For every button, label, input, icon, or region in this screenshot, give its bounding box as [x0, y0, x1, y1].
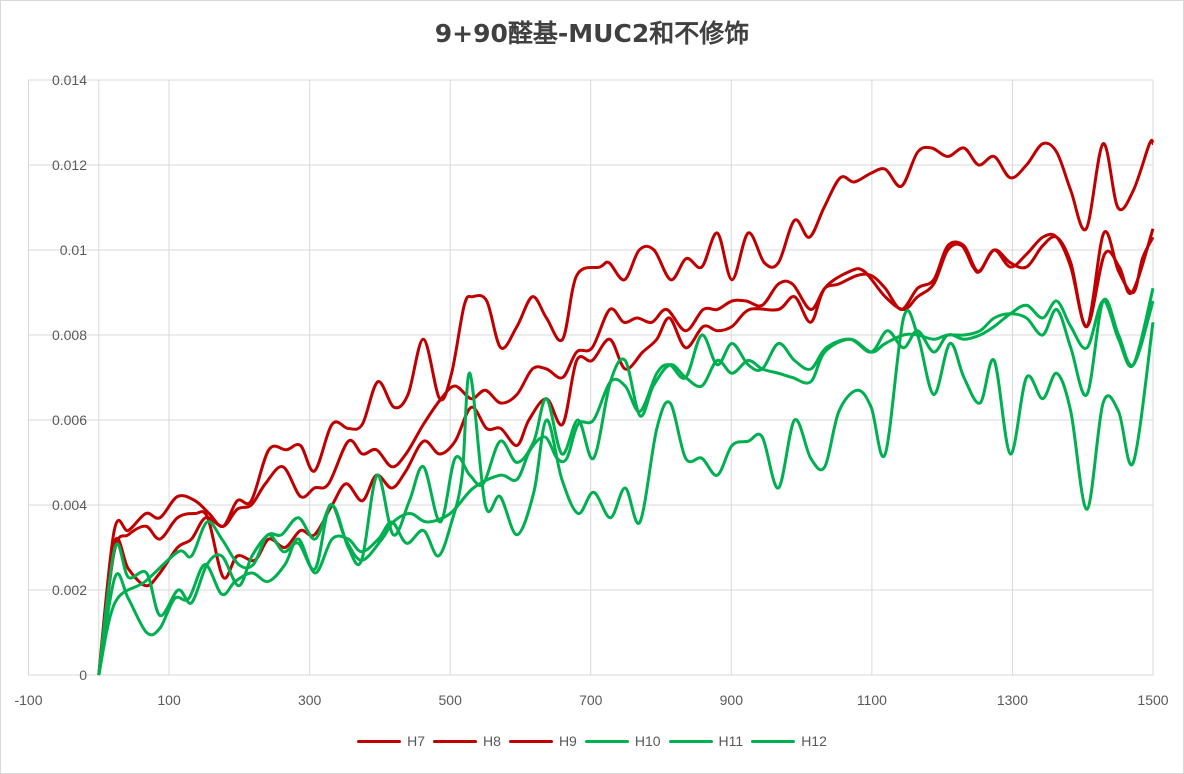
legend-label: H7 [407, 733, 426, 749]
series-line-h12 [97, 287, 1155, 676]
x-axis-ticks: -100 100 300 500 700 900 1100 1300 1500 [14, 692, 1168, 708]
x-tick-label: 500 [439, 692, 463, 708]
x-tick-label: 700 [579, 692, 603, 708]
legend-label: H11 [718, 733, 744, 749]
legend-swatch [751, 739, 796, 743]
x-tick-label: 300 [298, 692, 322, 708]
y-tick-label: 0.008 [52, 327, 87, 343]
series-lines [97, 138, 1155, 676]
legend-label: H9 [558, 733, 577, 749]
legend-item-h8: H8 [433, 733, 501, 749]
x-tick-label: -100 [14, 692, 42, 708]
y-tick-label: 0.004 [52, 497, 87, 513]
legend-swatch [668, 739, 713, 743]
y-tick-label: 0.012 [52, 157, 87, 173]
x-tick-label: 1100 [857, 692, 887, 708]
legend-item-h12: H12 [751, 733, 827, 749]
legend-item-h7: H7 [357, 733, 425, 749]
x-tick-label: 900 [720, 692, 744, 708]
legend-swatch [584, 739, 629, 743]
x-tick-label: 100 [157, 692, 181, 708]
series-line-h7 [97, 138, 1155, 676]
legend-label: H10 [634, 733, 661, 749]
series-line-h11 [97, 308, 1155, 676]
chart-title: 9+90醛基-MUC2和不修饰 [434, 19, 750, 48]
legend: H7 H8 H9 H10 H11 H12 [0, 733, 1184, 749]
series-line-h9 [97, 228, 1155, 676]
legend-swatch [508, 739, 553, 743]
legend-item-h10: H10 [584, 733, 661, 749]
y-tick-label: 0.01 [60, 242, 87, 258]
legend-label: H8 [483, 733, 501, 749]
legend-item-h11: H11 [668, 733, 744, 749]
legend-swatch [433, 739, 478, 743]
series-line-h8 [97, 230, 1155, 676]
gridlines [28, 79, 1154, 676]
y-tick-label: 0.006 [52, 412, 87, 428]
y-tick-label: 0.002 [52, 582, 87, 598]
legend-swatch [357, 739, 402, 743]
y-tick-label: 0 [79, 667, 87, 683]
legend-item-h9: H9 [508, 733, 577, 749]
x-tick-label: 1500 [1137, 692, 1168, 708]
y-axis-ticks: 0 0.002 0.004 0.006 0.008 0.01 0.012 0.014 [52, 72, 87, 683]
x-tick-label: 1300 [997, 692, 1028, 708]
y-tick-label: 0.014 [52, 72, 87, 88]
legend-label: H12 [801, 733, 827, 749]
